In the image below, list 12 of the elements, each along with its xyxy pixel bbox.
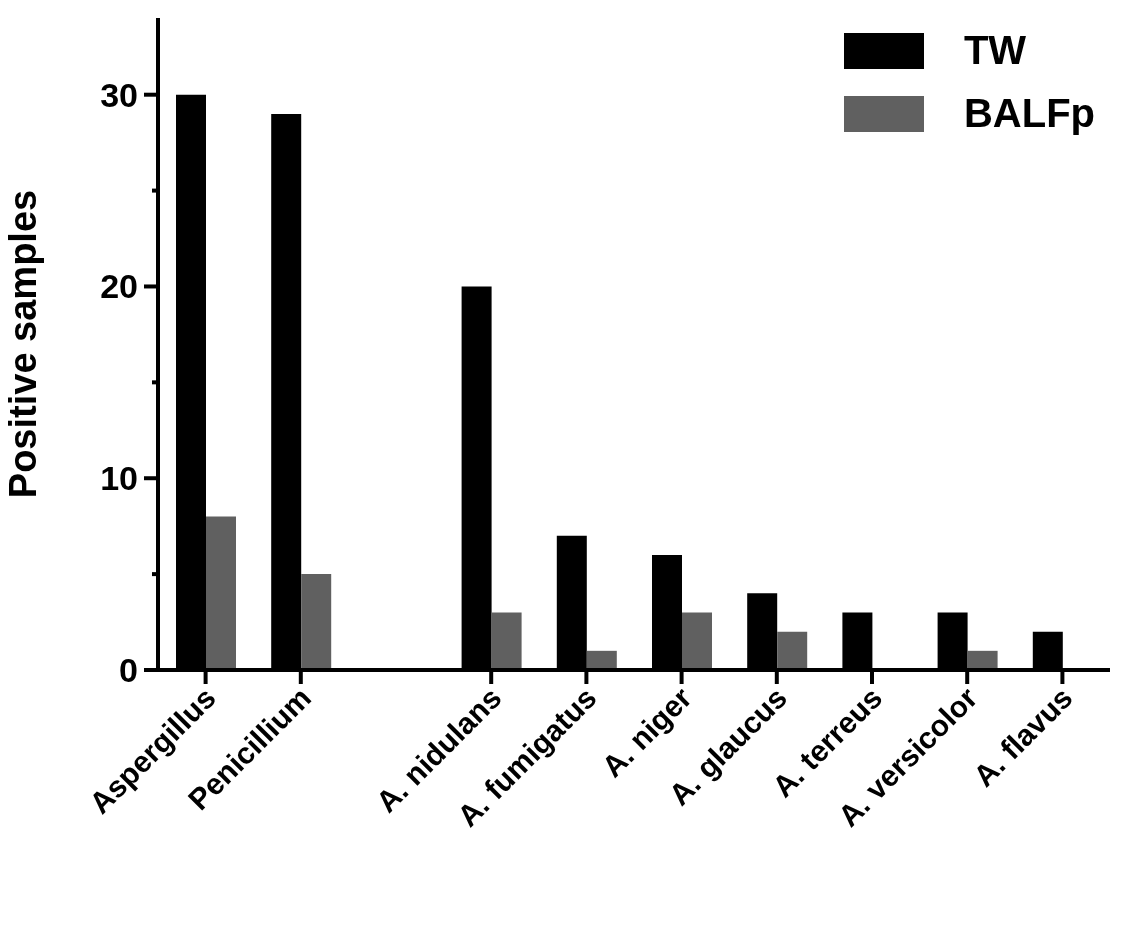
y-axis-title: Positive samples bbox=[2, 189, 45, 499]
bar bbox=[301, 574, 332, 670]
bar bbox=[682, 612, 712, 670]
legend-label: BALFp bbox=[963, 91, 1095, 136]
y-tick-label: 0 bbox=[119, 651, 138, 689]
y-tick-label: 30 bbox=[100, 75, 138, 114]
y-tick-label: 10 bbox=[100, 459, 138, 498]
legend-label: TW bbox=[963, 28, 1027, 73]
bar bbox=[777, 631, 808, 670]
bar bbox=[491, 612, 522, 670]
y-tick-label: 20 bbox=[100, 267, 138, 306]
bar bbox=[206, 516, 236, 670]
